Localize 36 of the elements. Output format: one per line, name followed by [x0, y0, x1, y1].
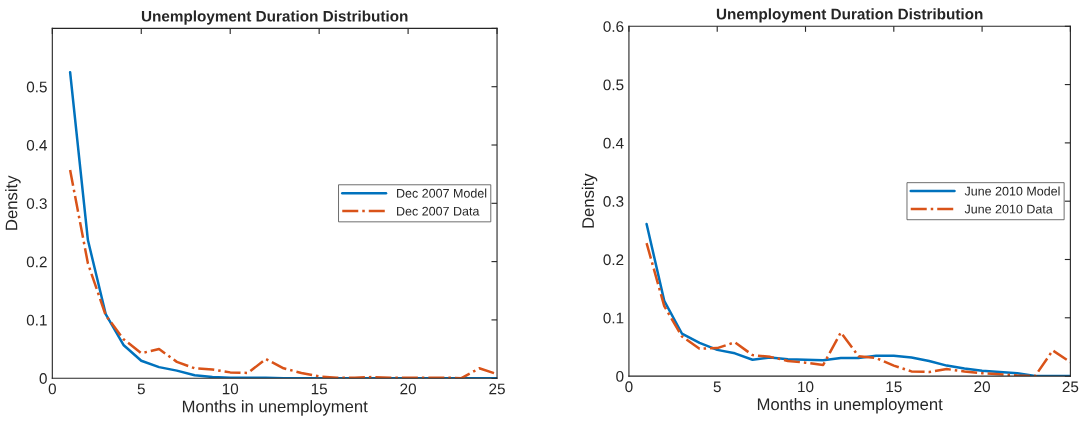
x-tick-label: 5 [713, 381, 721, 393]
x-tick-label: 10 [798, 381, 814, 393]
y-tick-label: 0.5 [603, 79, 624, 91]
x-tick-label: 15 [311, 383, 328, 395]
x-axis-title: Months in unemployment [182, 400, 368, 416]
x-tick-label: 5 [137, 383, 145, 395]
x-tick-label: 25 [489, 383, 505, 395]
x-tick-label: 25 [1062, 381, 1079, 393]
legend-label: June 2010 Data [964, 204, 1053, 214]
chart-title: Unemployment Duration Distribution [141, 10, 408, 25]
y-tick-label: 0.5 [26, 81, 47, 93]
y-tick-label: 0 [616, 370, 624, 382]
y-tick-label: 0.3 [26, 198, 47, 209]
x-tick-label: 10 [222, 383, 239, 395]
chart-title: Unemployment Duration Distribution [716, 8, 983, 23]
y-tick-label: 0.1 [603, 312, 624, 324]
y-tick-label: 0.2 [26, 256, 47, 268]
y-tick-label: 0 [39, 373, 47, 384]
y-tick-label: 0.4 [26, 139, 48, 151]
line-series [68, 70, 498, 379]
x-tick-label: 15 [886, 381, 902, 393]
legend-label: Dec 2007 Data [397, 206, 480, 216]
y-tick-label: 0.3 [603, 196, 624, 207]
y-tick-label: 0.1 [26, 314, 47, 326]
x-tick-label: 0 [625, 381, 633, 393]
legend-label: June 2010 Model [964, 186, 1060, 196]
y-axis-title: Density [5, 175, 21, 230]
y-tick-label: 0.4 [603, 137, 624, 149]
x-axis-title: Months in unemployment [757, 397, 943, 414]
x-tick-label: 20 [974, 381, 990, 393]
x-tick-label: 0 [48, 383, 56, 395]
y-tick-label: 0.6 [603, 21, 624, 32]
y-tick-label: 0.2 [603, 254, 624, 266]
legend-label: Dec 2007 Model [397, 188, 487, 198]
x-tick-label: 20 [400, 383, 416, 395]
y-axis-title: Density [581, 173, 598, 228]
